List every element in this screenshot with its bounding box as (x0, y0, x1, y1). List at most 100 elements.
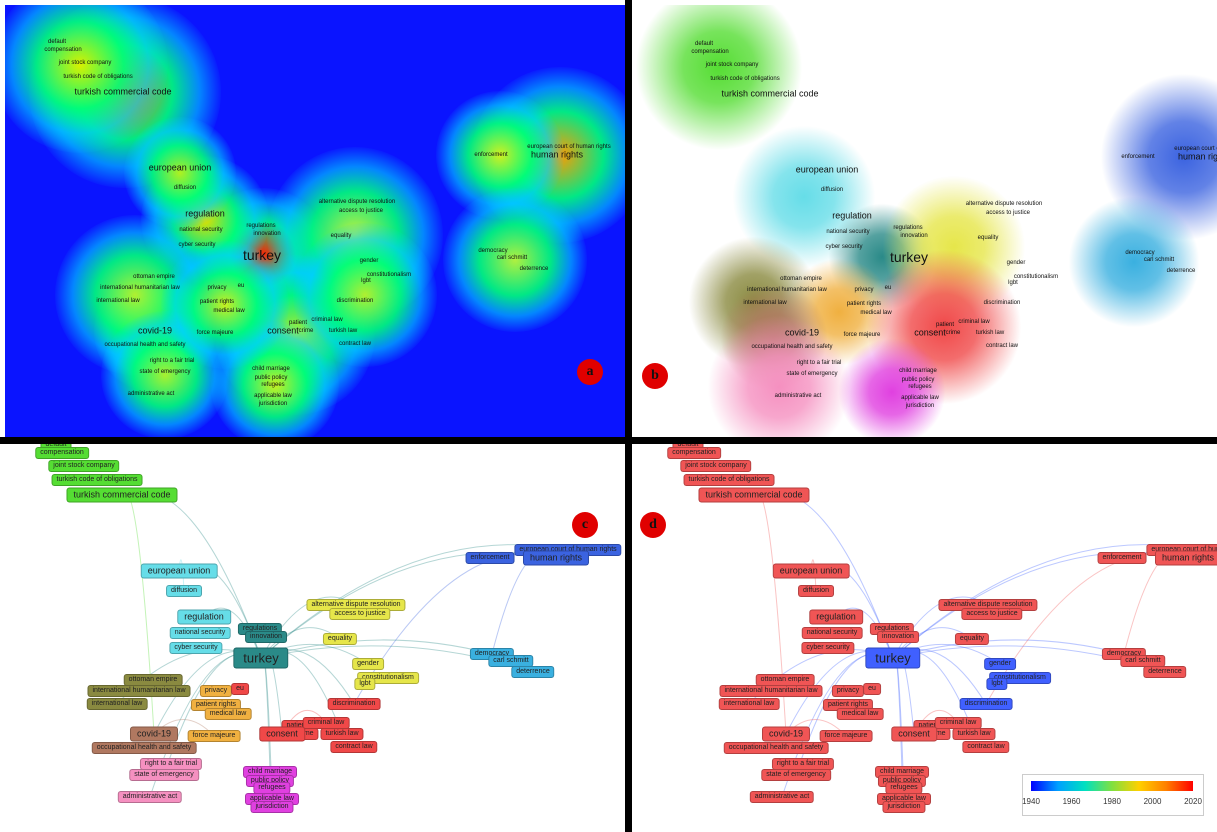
node-international-humanitarian-law[interactable]: international humanitarian law (719, 685, 823, 697)
node-medical-law[interactable]: medical law (204, 708, 252, 720)
node-carl-schmitt[interactable]: carl schmitt (1120, 655, 1166, 667)
term-discrimination: discrimination (336, 298, 374, 304)
term-eu: eu (884, 285, 892, 291)
node-cyber-security[interactable]: cyber security (169, 642, 223, 654)
term-turkey: turkey (242, 247, 282, 263)
node-turkish-code-of-obligations[interactable]: turkish code of obligations (683, 474, 775, 486)
node-european-union[interactable]: european union (772, 563, 850, 579)
term-refugees: refugees (261, 382, 285, 388)
node-national-security[interactable]: national security (801, 627, 863, 639)
node-turkish-commercial-code[interactable]: turkish commercial code (698, 487, 810, 503)
term-public-policy: public policy (901, 377, 935, 383)
node-privacy[interactable]: privacy (831, 685, 865, 697)
density-map-panel: default compensation joint stock company tu… (5, 5, 625, 437)
node-consent[interactable]: consent (891, 726, 937, 742)
node-contract-law[interactable]: contract law (962, 741, 1010, 753)
term-occupational-health-and-safety: occupational health and safety (751, 344, 833, 350)
cluster-density-panel: default compensation joint stock company tu… (632, 5, 1217, 437)
node-innovation[interactable]: innovation (245, 631, 287, 643)
node-turkey[interactable]: turkey (233, 647, 289, 669)
node-international-law[interactable]: international law (86, 698, 148, 710)
node-equality[interactable]: equality (322, 633, 358, 645)
node-turkey[interactable]: turkey (865, 647, 921, 669)
node-equality[interactable]: equality (954, 633, 990, 645)
term-national-security: national security (179, 227, 223, 233)
term-innovation: innovation (253, 231, 281, 237)
term-european-court-of-human-rights: european court of human rights (527, 144, 611, 150)
node-deterrence[interactable]: deterrence (1143, 666, 1187, 678)
node-access-to-justice[interactable]: access to justice (961, 608, 1023, 620)
term-patient: patient (288, 320, 308, 326)
node-administrative-act[interactable]: administrative act (749, 791, 815, 803)
term-innovation: innovation (900, 233, 928, 239)
node-jurisdiction[interactable]: jurisdiction (250, 801, 294, 813)
node-privacy[interactable]: privacy (199, 685, 233, 697)
term-democracy: democracy (1125, 250, 1155, 256)
term-human-rights: human rights (530, 149, 584, 160)
term-gender: gender (1006, 260, 1026, 266)
node-compensation[interactable]: compensation (35, 447, 89, 459)
node-carl-schmitt[interactable]: carl schmitt (488, 655, 534, 667)
node-covid-19[interactable]: covid-19 (761, 726, 811, 742)
node-human-rights[interactable]: human rights (522, 550, 590, 566)
node-turkish-code-of-obligations[interactable]: turkish code of obligations (51, 474, 143, 486)
node-regulation[interactable]: regulation (177, 609, 231, 625)
node-enforcement[interactable]: enforcement (1097, 552, 1147, 564)
node-gender[interactable]: gender (352, 658, 384, 670)
cluster-cloud (635, 5, 803, 151)
legend-tick-2020: 2020 (1184, 797, 1202, 806)
node-compensation[interactable]: compensation (667, 447, 721, 459)
node-international-law[interactable]: international law (718, 698, 780, 710)
node-lgbt[interactable]: lgbt (986, 678, 1008, 690)
term-eu: eu (237, 283, 245, 289)
node-eu[interactable]: eu (863, 683, 881, 695)
node-discrimination[interactable]: discrimination (327, 698, 381, 710)
node-enforcement[interactable]: enforcement (465, 552, 515, 564)
node-european-union[interactable]: european union (140, 563, 218, 579)
node-joint-stock-company[interactable]: joint stock company (48, 460, 120, 472)
term-refugees: refugees (908, 384, 932, 390)
node-state-of-emergency[interactable]: state of emergency (761, 769, 831, 781)
term-regulations: regulations (246, 223, 276, 229)
term-regulation: regulation (832, 210, 872, 221)
node-deterrence[interactable]: deterrence (511, 666, 555, 678)
node-gender[interactable]: gender (984, 658, 1016, 670)
node-contract-law[interactable]: contract law (330, 741, 378, 753)
term-state-of-emergency: state of emergency (786, 371, 838, 377)
node-turkish-law[interactable]: turkish law (320, 728, 364, 740)
node-joint-stock-company[interactable]: joint stock company (680, 460, 752, 472)
node-international-humanitarian-law[interactable]: international humanitarian law (87, 685, 191, 697)
node-occupational-health-and-safety[interactable]: occupational health and safety (91, 742, 197, 754)
node-regulation[interactable]: regulation (809, 609, 863, 625)
node-cyber-security[interactable]: cyber security (801, 642, 855, 654)
node-covid-19[interactable]: covid-19 (129, 726, 179, 742)
term-european-union: european union (795, 164, 859, 175)
node-access-to-justice[interactable]: access to justice (329, 608, 391, 620)
node-diffusion[interactable]: diffusion (166, 585, 202, 597)
node-state-of-emergency[interactable]: state of emergency (129, 769, 199, 781)
node-medical-law[interactable]: medical law (836, 708, 884, 720)
node-eu[interactable]: eu (231, 683, 249, 695)
horizontal-divider (0, 437, 1217, 444)
node-force-majeure[interactable]: force majeure (187, 730, 241, 742)
term-consent: consent (267, 325, 299, 336)
node-innovation[interactable]: innovation (877, 631, 919, 643)
node-lgbt[interactable]: lgbt (354, 678, 376, 690)
node-human-rights[interactable]: human rights (1154, 550, 1217, 566)
node-force-majeure[interactable]: force majeure (819, 730, 873, 742)
density-hotspot (161, 241, 289, 369)
node-turkish-law[interactable]: turkish law (952, 728, 996, 740)
node-jurisdiction[interactable]: jurisdiction (882, 801, 926, 813)
node-discrimination[interactable]: discrimination (959, 698, 1013, 710)
node-national-security[interactable]: national security (169, 627, 231, 639)
term-diffusion: diffusion (173, 185, 197, 191)
term-european-court-of-human-rights: european court of human rights (1174, 146, 1217, 152)
term-default: default (694, 41, 714, 47)
node-administrative-act[interactable]: administrative act (117, 791, 183, 803)
node-consent[interactable]: consent (259, 726, 305, 742)
node-turkish-commercial-code[interactable]: turkish commercial code (66, 487, 178, 503)
node-occupational-health-and-safety[interactable]: occupational health and safety (723, 742, 829, 754)
node-diffusion[interactable]: diffusion (798, 585, 834, 597)
link-human-rights-democracy (1123, 551, 1189, 655)
term-international-law: international law (743, 300, 787, 306)
